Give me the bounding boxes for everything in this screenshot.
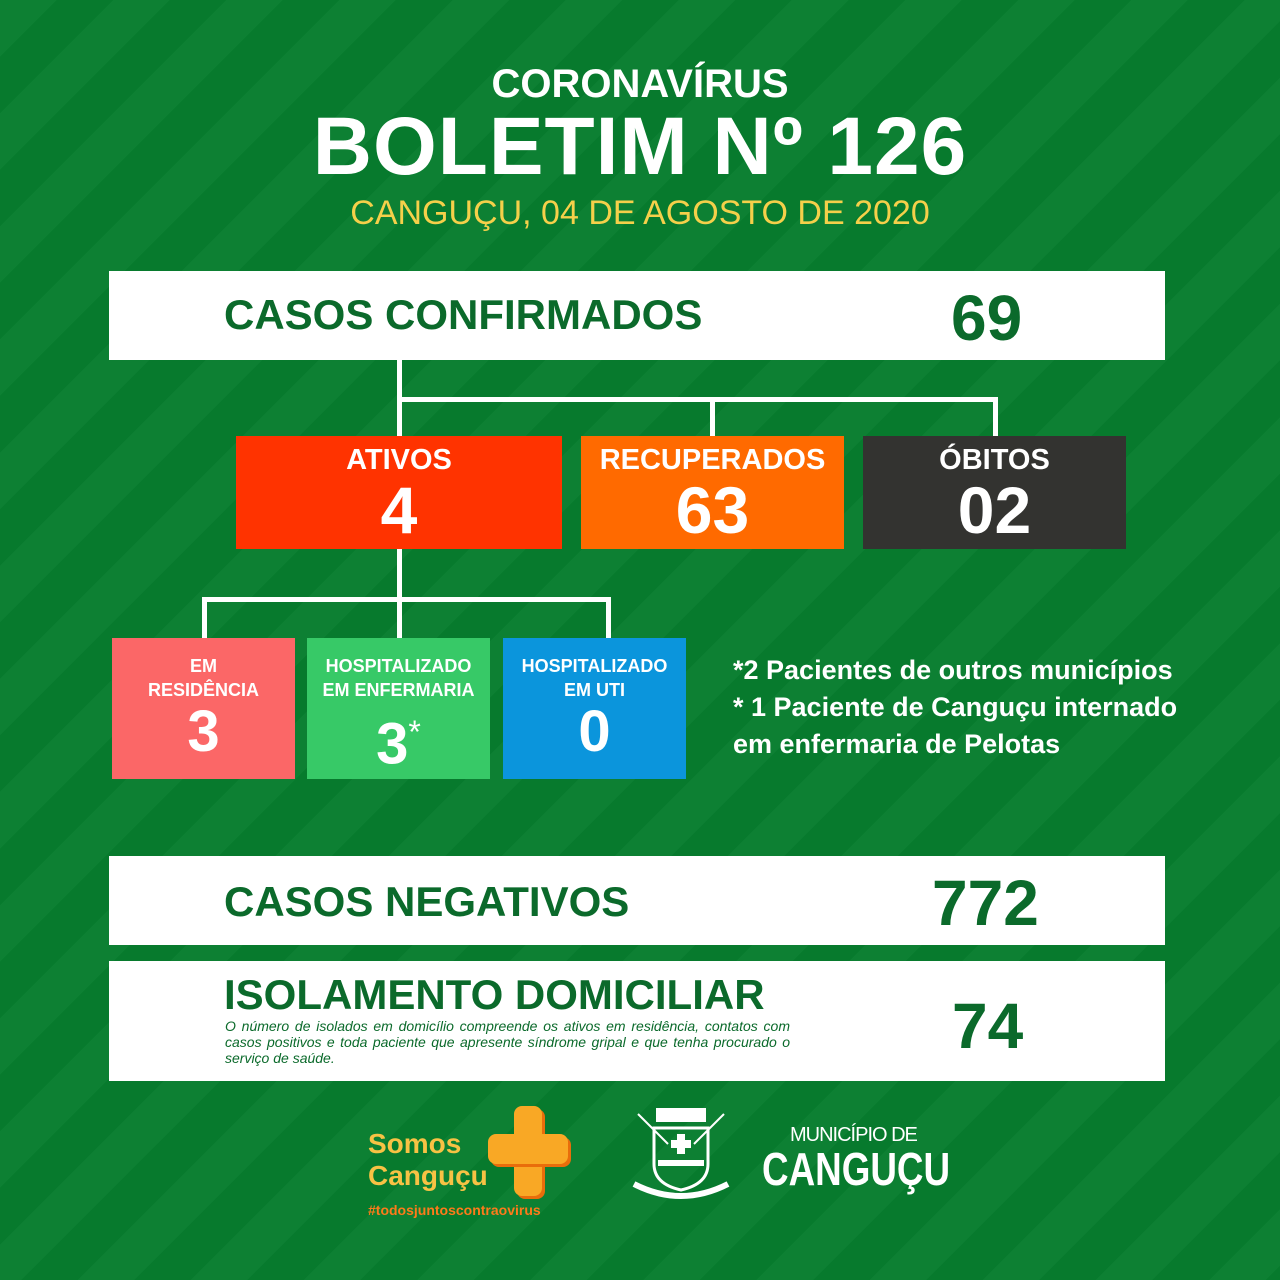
recovered-value: 63 xyxy=(675,473,750,547)
coat-of-arms-icon xyxy=(632,1108,730,1199)
municipality-small: MUNICÍPIO DE xyxy=(790,1124,918,1146)
negatives-value: 772 xyxy=(932,867,1039,939)
kicker: CORONAVÍRUS xyxy=(491,62,789,106)
note-3: em enfermaria de Pelotas xyxy=(733,729,1061,759)
ward-asterisk: * xyxy=(408,714,421,750)
residence-value: 3 xyxy=(187,699,220,764)
connector xyxy=(397,549,402,638)
icu-value: 0 xyxy=(578,699,611,764)
recovered-label: RECUPERADOS xyxy=(599,444,826,476)
connector xyxy=(993,397,998,436)
page-title: BOLETIM Nº 126 xyxy=(312,101,968,192)
note-1: *2 Pacientes de outros municípios xyxy=(733,655,1173,685)
confirmed-label: CASOS CONFIRMADOS xyxy=(224,291,703,338)
residence-card: EM RESIDÊNCIA 3 xyxy=(112,638,295,779)
confirmed-box: CASOS CONFIRMADOS 69 xyxy=(109,271,1165,360)
active-value: 4 xyxy=(380,473,418,547)
municipality-name: CANGUÇU xyxy=(762,1143,951,1195)
isolation-value: 74 xyxy=(952,990,1024,1062)
plus-icon xyxy=(488,1106,568,1196)
isolation-description: O número de isolados em domicílio compre… xyxy=(225,1018,790,1066)
connector xyxy=(397,397,998,402)
negatives-box: CASOS NEGATIVOS 772 xyxy=(109,856,1165,945)
icu-label-1: HOSPITALIZADO xyxy=(521,656,668,676)
deaths-label: ÓBITOS xyxy=(939,444,1050,476)
ward-card: HOSPITALIZADO EM ENFERMARIA 3* xyxy=(307,638,490,779)
campaign-text-1: Somos xyxy=(368,1128,462,1159)
connector xyxy=(606,597,611,638)
ward-label-1: HOSPITALIZADO xyxy=(325,656,472,676)
icu-card: HOSPITALIZADO EM UTI 0 xyxy=(503,638,686,779)
negatives-label: CASOS NEGATIVOS xyxy=(224,878,630,925)
active-card: ATIVOS 4 xyxy=(236,436,562,549)
connector xyxy=(202,597,207,638)
campaign-text-2: Canguçu xyxy=(368,1160,488,1191)
icu-label-2: EM UTI xyxy=(564,680,625,700)
note-2: * 1 Paciente de Canguçu internado xyxy=(733,692,1178,722)
campaign-logo: Somos Canguçu xyxy=(368,1128,488,1192)
deaths-card: ÓBITOS 02 xyxy=(863,436,1126,549)
connector xyxy=(710,397,715,436)
deaths-value: 02 xyxy=(957,473,1032,547)
residence-label-1: EM xyxy=(190,656,217,676)
hashtag: #todosjuntoscontraovirus xyxy=(368,1202,541,1218)
residence-label-2: RESIDÊNCIA xyxy=(147,680,259,700)
ward-value: 3 xyxy=(376,711,409,777)
isolation-label: ISOLAMENTO DOMICILIAR xyxy=(224,971,765,1018)
ward-label-2: EM ENFERMARIA xyxy=(322,680,475,700)
active-label: ATIVOS xyxy=(346,444,452,476)
date: CANGUÇU, 04 DE AGOSTO DE 2020 xyxy=(350,194,930,232)
confirmed-value: 69 xyxy=(951,282,1023,354)
recovered-card: RECUPERADOS 63 xyxy=(581,436,844,549)
connector xyxy=(202,597,611,602)
isolation-box: ISOLAMENTO DOMICILIAR O número de isolad… xyxy=(109,961,1165,1081)
